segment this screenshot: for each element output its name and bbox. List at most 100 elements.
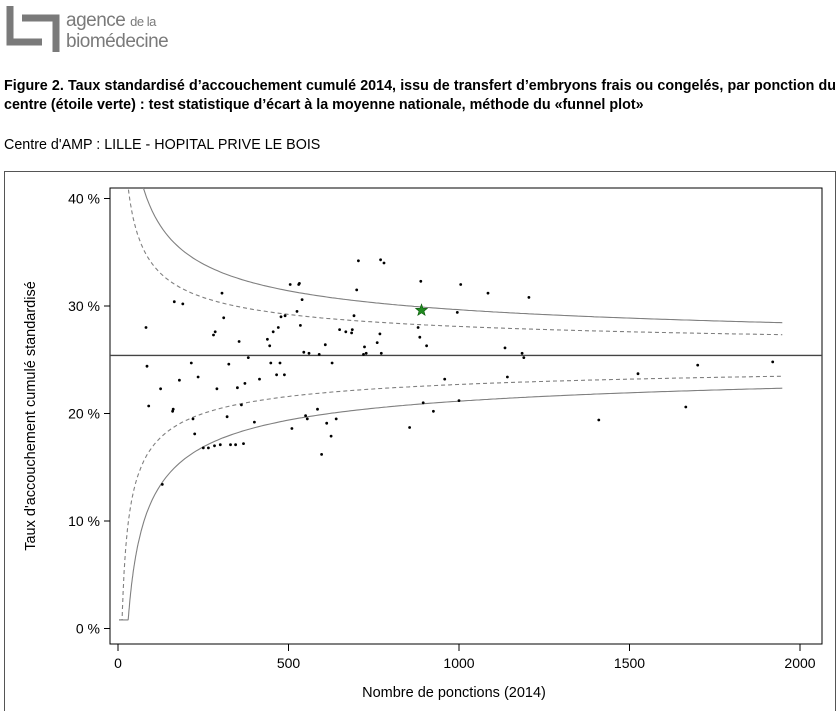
centre-point	[213, 444, 216, 448]
centre-point	[268, 344, 272, 348]
centre-point	[279, 315, 283, 319]
y-tick-label: 10 %	[68, 513, 100, 529]
centre-point	[325, 421, 329, 425]
centre-point	[363, 345, 366, 349]
agence-biomedecine-logo: agence de la biomédecine	[6, 4, 186, 56]
y-tick-label: 30 %	[68, 298, 100, 314]
centre-point	[234, 443, 238, 447]
plot-area	[109, 187, 823, 645]
y-axis-title: Taux d'accouchement cumulé standardisé	[23, 281, 39, 551]
centre-point	[443, 377, 447, 381]
centre-point	[527, 296, 531, 299]
centre-point	[246, 356, 250, 359]
centre-point	[171, 409, 175, 413]
centre-point	[271, 330, 275, 334]
centre-point	[355, 288, 359, 292]
centre-point	[189, 361, 193, 365]
centre-point	[317, 353, 321, 356]
lower-limit-95	[119, 375, 783, 621]
centre-point	[408, 426, 411, 429]
centre-point	[193, 432, 197, 436]
lower-limit-99	[119, 387, 783, 621]
figure-caption: Figure 2. Taux standardisé d’accouchemen…	[4, 78, 836, 113]
centre-point	[305, 417, 309, 421]
centre-point	[302, 350, 306, 354]
centre-point	[269, 361, 273, 365]
control-limits	[119, 188, 783, 621]
centre-point	[455, 311, 459, 314]
upper-limit-95	[127, 188, 783, 336]
centre-point	[457, 399, 461, 402]
centre-point	[196, 375, 200, 379]
centre-point	[145, 364, 149, 368]
centre-point	[215, 387, 219, 391]
centre-point	[506, 375, 509, 379]
centre-point	[421, 401, 425, 405]
funnel-plot: 0 % 10 % 20 % 30 % 40 % 0 500 1000 1500 2000 Nom…	[23, 187, 823, 701]
centre-point	[304, 414, 307, 418]
centre-point	[201, 446, 205, 450]
centre-point	[237, 340, 241, 343]
logo-text-line1: agence de la	[66, 10, 156, 31]
centre-point	[283, 314, 287, 318]
centre-point	[330, 361, 334, 365]
centre-point	[227, 362, 231, 366]
centre-point	[236, 386, 239, 390]
centre-point	[771, 360, 775, 364]
centre-point	[229, 443, 232, 447]
x-tick-label: 0	[114, 655, 122, 671]
centre-point	[352, 314, 356, 318]
x-tick-label: 500	[277, 655, 301, 671]
centre-point	[299, 324, 302, 327]
x-tick-label: 1500	[614, 655, 645, 671]
x-axis: 0 500 1000 1500 2000	[114, 643, 816, 671]
centre-point	[220, 291, 224, 295]
centre-point	[696, 363, 700, 367]
logo-text-line2: biomédecine	[66, 31, 169, 52]
centre-point	[344, 330, 348, 334]
centre-point	[218, 443, 222, 447]
centre-point	[144, 326, 148, 329]
centre-point	[212, 333, 215, 337]
logo-mark-icon	[6, 6, 60, 52]
centre-point	[160, 483, 164, 486]
centre-point	[432, 409, 435, 413]
chart-frame: 0 % 10 % 20 % 30 % 40 % 0 500 1000 1500 2000 Nom…	[4, 171, 836, 711]
centre-label: Centre d'AMP : LILLE - HOPITAL PRIVE LE …	[4, 137, 321, 153]
centre-point	[350, 328, 354, 331]
centre-point	[320, 453, 323, 456]
highlighted-centre-star	[414, 303, 429, 316]
centre-point	[307, 351, 311, 355]
centre-point	[329, 434, 333, 438]
centre-point	[350, 331, 353, 335]
centre-point	[379, 351, 383, 355]
centre-point	[378, 332, 382, 336]
centre-point	[147, 404, 151, 408]
x-tick-label: 2000	[784, 655, 815, 671]
centre-point	[382, 261, 386, 265]
centre-point	[290, 427, 294, 430]
centre-point	[253, 420, 256, 424]
centre-point	[276, 326, 280, 329]
centre-point	[266, 337, 269, 341]
centre-point	[243, 382, 247, 385]
centre-point	[597, 418, 601, 422]
centre-point	[522, 356, 526, 359]
centre-point	[418, 335, 422, 339]
y-tick-label: 0 %	[76, 621, 100, 637]
centre-point	[486, 291, 490, 295]
centre-point	[362, 353, 365, 356]
centre-point	[419, 279, 423, 283]
centre-point	[159, 387, 163, 391]
centre-point	[503, 346, 507, 350]
centre-point	[375, 341, 379, 344]
centre-point	[316, 407, 319, 411]
centre-point	[240, 403, 243, 407]
centre-point	[295, 310, 299, 313]
centre-point	[323, 343, 327, 347]
centre-point	[636, 372, 640, 376]
centre-point	[298, 282, 301, 285]
centre-point	[178, 378, 181, 382]
centre-point	[334, 417, 338, 421]
upper-limit-99	[142, 188, 783, 324]
